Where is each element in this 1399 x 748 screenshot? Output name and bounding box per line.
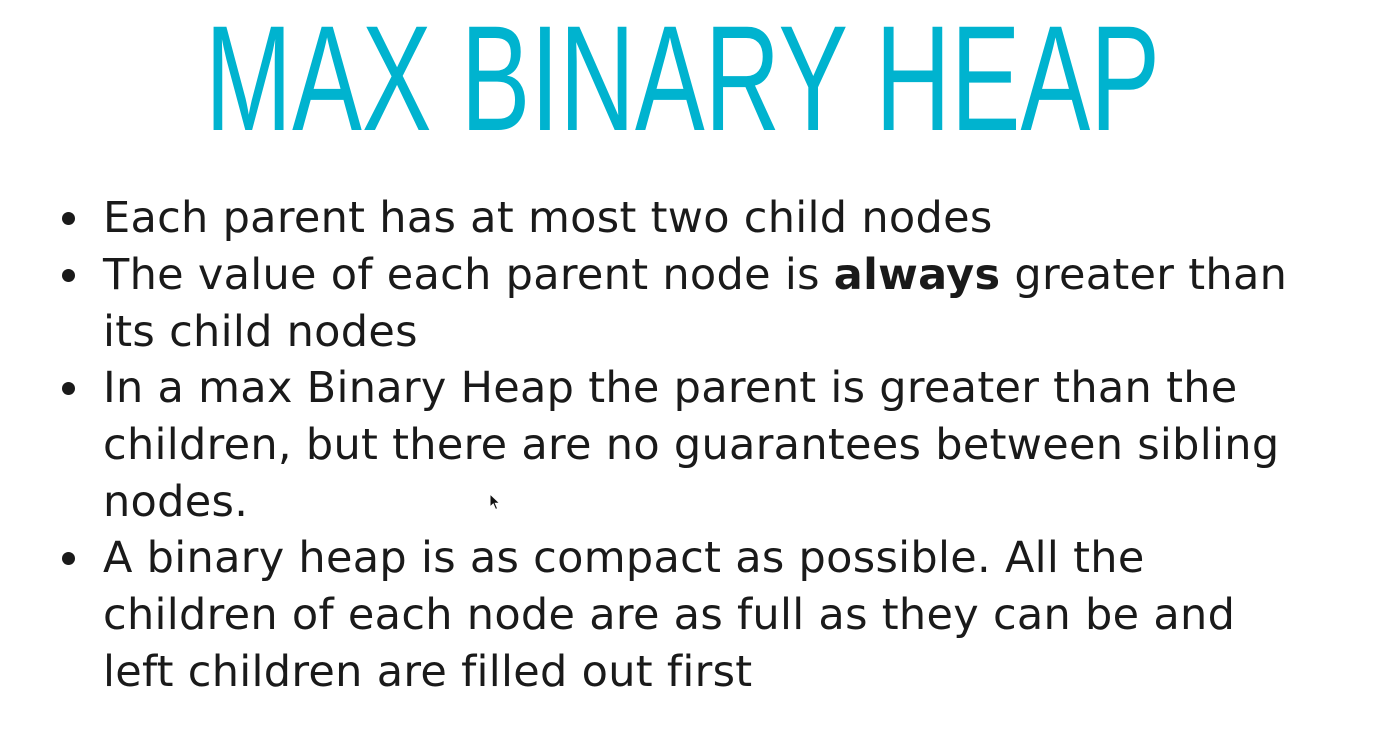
slide-title-text: MAX BINARY HEAP bbox=[205, 6, 1160, 136]
slide-title: MAX BINARY HEAP bbox=[205, 6, 1160, 136]
bullet-line: The value of each parent node is always … bbox=[103, 247, 1383, 304]
bullet-line: children, but there are no guarantees be… bbox=[103, 420, 1280, 470]
bullet-text: Each parent has at most two child nodes bbox=[103, 190, 1383, 247]
bullet-line: children of each node are as full as the… bbox=[103, 590, 1236, 640]
bullet-line: A binary heap is as compact as possible.… bbox=[103, 533, 1145, 583]
bullet-dot bbox=[62, 552, 75, 565]
bullet-text: A binary heap is as compact as possible.… bbox=[103, 530, 1383, 701]
bullet-dot bbox=[62, 382, 75, 395]
bullet-text: The value of each parent node is always … bbox=[103, 247, 1383, 361]
bullet-line-segment: The value of each parent node is bbox=[103, 250, 834, 300]
emphasis-text: always bbox=[833, 250, 1001, 300]
bullet-line: nodes. bbox=[103, 477, 249, 527]
bullet-line: left children are filled out first bbox=[103, 647, 753, 697]
bullet-dot bbox=[62, 269, 75, 282]
bullet-line: Each parent has at most two child nodes bbox=[103, 193, 993, 243]
bullet-line: In a max Binary Heap the parent is great… bbox=[103, 363, 1238, 413]
mouse-cursor-icon bbox=[489, 493, 501, 511]
bullet-dot bbox=[62, 212, 75, 225]
slide-title-svg: MAX BINARY HEAP bbox=[205, 6, 1160, 136]
bullet-line-segment: greater than bbox=[1000, 250, 1288, 300]
bullet-text: In a max Binary Heap the parent is great… bbox=[103, 360, 1383, 531]
bullet-line: its child nodes bbox=[103, 307, 418, 357]
